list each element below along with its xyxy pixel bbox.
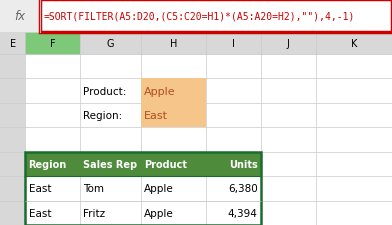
Bar xyxy=(0,176,25,201)
Bar xyxy=(0,152,25,176)
Bar xyxy=(80,128,141,152)
Bar xyxy=(25,152,261,225)
Bar xyxy=(206,201,261,225)
Text: 6,380: 6,380 xyxy=(228,184,258,194)
Bar xyxy=(316,201,392,225)
Text: fx: fx xyxy=(15,10,25,23)
Bar xyxy=(25,152,80,176)
Text: Units: Units xyxy=(229,159,258,169)
Bar xyxy=(25,55,80,79)
Bar xyxy=(316,79,392,104)
Text: Product: Product xyxy=(144,159,187,169)
Text: Sales Rep: Sales Rep xyxy=(83,159,138,169)
Bar xyxy=(25,176,80,201)
Bar xyxy=(206,176,261,201)
Bar xyxy=(261,128,316,152)
Bar xyxy=(316,33,392,55)
Bar xyxy=(206,104,261,128)
Bar xyxy=(316,128,392,152)
Bar xyxy=(0,0,40,33)
Text: Region: Region xyxy=(29,159,67,169)
Bar xyxy=(141,79,206,104)
Bar xyxy=(206,79,261,104)
Bar xyxy=(206,33,261,55)
Bar xyxy=(40,0,392,33)
Text: Product:: Product: xyxy=(83,86,127,96)
Text: Apple: Apple xyxy=(144,86,176,96)
Bar xyxy=(0,79,25,104)
Text: F: F xyxy=(50,39,56,49)
Bar xyxy=(80,201,141,225)
Bar xyxy=(0,128,25,152)
Text: I: I xyxy=(232,39,235,49)
Bar xyxy=(261,79,316,104)
Bar xyxy=(141,152,206,176)
Bar xyxy=(0,104,25,128)
Bar xyxy=(0,0,392,33)
Bar xyxy=(80,104,141,128)
Bar xyxy=(261,104,316,128)
Text: 4,394: 4,394 xyxy=(228,208,258,218)
Bar xyxy=(80,152,141,176)
Text: J: J xyxy=(287,39,290,49)
Bar xyxy=(80,176,141,201)
Text: E: E xyxy=(10,39,16,49)
Bar xyxy=(261,176,316,201)
Bar xyxy=(261,33,316,55)
Bar xyxy=(0,201,25,225)
Bar xyxy=(141,152,206,176)
Text: Apple: Apple xyxy=(144,208,174,218)
Bar xyxy=(261,152,316,176)
Bar xyxy=(316,55,392,79)
Text: Fritz: Fritz xyxy=(83,208,105,218)
Bar xyxy=(316,152,392,176)
Bar xyxy=(206,128,261,152)
Bar xyxy=(80,152,141,176)
Text: H: H xyxy=(170,39,177,49)
Bar xyxy=(0,55,25,79)
Bar xyxy=(25,33,80,55)
Bar xyxy=(80,79,141,104)
Text: K: K xyxy=(350,39,357,49)
Text: Region:: Region: xyxy=(83,110,123,121)
Bar xyxy=(141,104,206,128)
Bar xyxy=(141,79,206,104)
Text: East: East xyxy=(29,208,51,218)
Bar xyxy=(25,128,80,152)
Bar xyxy=(141,55,206,79)
Bar xyxy=(206,152,261,176)
Text: Apple: Apple xyxy=(144,184,174,194)
Text: East: East xyxy=(29,184,51,194)
Bar xyxy=(261,201,316,225)
Bar xyxy=(141,104,206,128)
Text: East: East xyxy=(144,110,168,121)
Bar xyxy=(261,55,316,79)
Bar xyxy=(141,128,206,152)
Bar xyxy=(141,176,206,201)
Bar xyxy=(316,176,392,201)
Bar xyxy=(80,33,141,55)
Text: =SORT(FILTER(A5:D20,(C5:C20=H1)*(A5:A20=H2),""),4,-1): =SORT(FILTER(A5:D20,(C5:C20=H1)*(A5:A20=… xyxy=(44,11,355,21)
Bar xyxy=(316,104,392,128)
Bar xyxy=(206,152,261,176)
Bar xyxy=(0,33,25,55)
Bar xyxy=(141,33,206,55)
Bar xyxy=(25,104,80,128)
Bar xyxy=(80,55,141,79)
Bar xyxy=(25,79,80,104)
Bar xyxy=(141,201,206,225)
Bar xyxy=(25,201,80,225)
Text: Tom: Tom xyxy=(83,184,105,194)
Text: G: G xyxy=(107,39,114,49)
Bar xyxy=(25,152,80,176)
Bar xyxy=(206,55,261,79)
